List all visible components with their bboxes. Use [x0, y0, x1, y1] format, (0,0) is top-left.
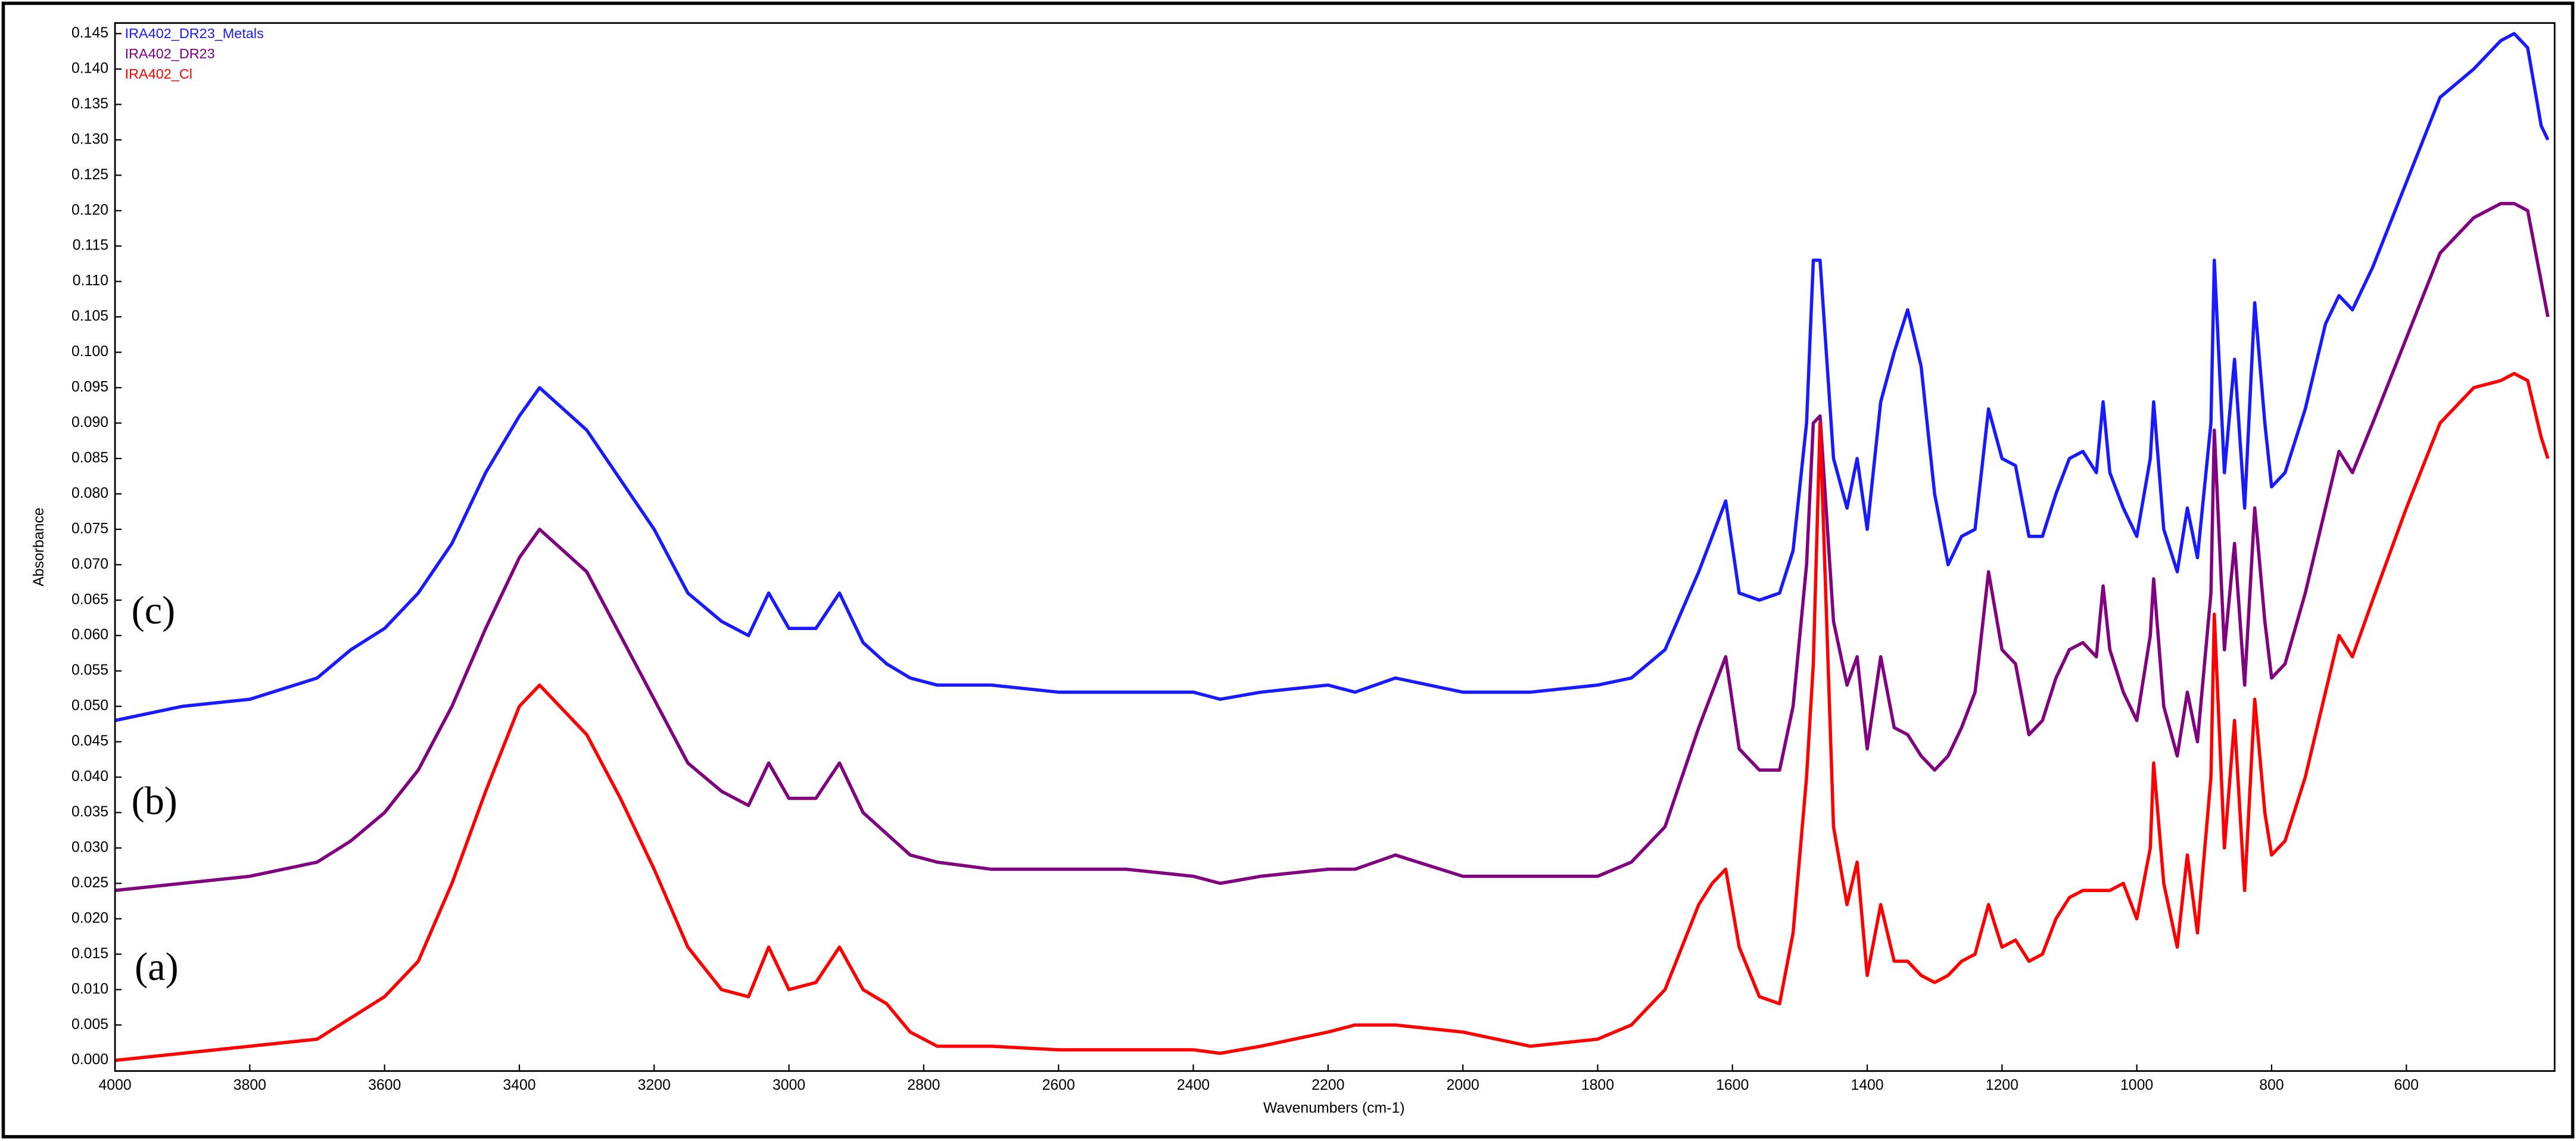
- y-tick-label: 0.130: [71, 131, 108, 147]
- x-tick-label: 600: [2394, 1077, 2419, 1093]
- annotation: (c): [132, 589, 175, 632]
- y-tick-label: 0.055: [71, 662, 108, 678]
- x-tick-label: 1000: [2120, 1077, 2153, 1093]
- plot-frame: [114, 22, 2556, 1072]
- annotation: (a): [135, 945, 178, 989]
- y-tick-label: 0.080: [71, 485, 108, 501]
- y-tick-label: 0.040: [71, 769, 108, 785]
- x-tick-label: 4000: [98, 1077, 131, 1093]
- x-tick-label: 2400: [1177, 1077, 1210, 1093]
- y-tick-label: 0.030: [71, 839, 108, 855]
- y-tick-label: 0.105: [71, 308, 108, 325]
- x-tick-label: 2000: [1446, 1077, 1479, 1093]
- y-tick-label: 0.075: [71, 520, 108, 537]
- y-tick-label: 0.025: [71, 875, 108, 891]
- x-tick-label: 3600: [368, 1077, 401, 1093]
- x-tick-label: 3000: [773, 1077, 805, 1093]
- x-tick-label: 2200: [1312, 1077, 1344, 1093]
- y-tick-label: 0.090: [71, 414, 108, 431]
- annotation: (b): [132, 780, 177, 823]
- x-tick-label: 2800: [907, 1077, 940, 1093]
- x-tick-label: 3400: [503, 1077, 535, 1093]
- y-axis-title: Absorbance: [31, 507, 47, 586]
- x-tick-label: 2600: [1042, 1077, 1075, 1093]
- y-tick-label: 0.125: [71, 167, 108, 183]
- x-tick-label: 1600: [1716, 1077, 1749, 1093]
- x-tick-label: 3200: [638, 1077, 671, 1093]
- y-tick-label: 0.045: [71, 733, 108, 749]
- grid-layer: [114, 33, 2407, 1071]
- y-tick-label: 0.095: [71, 379, 108, 395]
- y-tick-label: 0.135: [71, 96, 108, 112]
- y-tick-label: 0.005: [71, 1017, 108, 1033]
- y-tick-label: 0.060: [71, 627, 108, 643]
- legend-entry: IRA402_DR23: [125, 46, 215, 61]
- line-layer: [114, 32, 2550, 1062]
- y-tick-label: 0.015: [71, 946, 108, 962]
- x-tick-label: 800: [2259, 1077, 2284, 1093]
- y-tick-label: 0.070: [71, 556, 108, 572]
- spectrum-line: [114, 202, 2550, 893]
- y-tick-label: 0.000: [71, 1052, 108, 1068]
- x-axis-title: Wavenumbers (cm-1): [1263, 1100, 1405, 1116]
- y-tick-label: 0.035: [71, 804, 108, 820]
- x-tick-label: 1200: [1986, 1077, 2019, 1093]
- y-tick-label: 0.115: [73, 238, 108, 254]
- spectrum-line: [114, 32, 2550, 722]
- y-tick-label: 0.085: [71, 450, 108, 466]
- legend-entry: IRA402_Cl: [125, 66, 192, 82]
- y-tick-label: 0.065: [71, 591, 108, 607]
- y-tick-label: 0.145: [71, 25, 108, 41]
- spectrum-line: [114, 372, 2550, 1062]
- y-tick-label: 0.010: [71, 981, 108, 997]
- x-tick-label: 3800: [233, 1077, 266, 1093]
- x-tick-label: 1800: [1581, 1077, 1614, 1093]
- y-tick-label: 0.050: [71, 698, 108, 714]
- y-tick-label: 0.120: [71, 202, 108, 218]
- x-tick-label: 1400: [1851, 1077, 1883, 1093]
- legend-entry: IRA402_DR23_Metals: [125, 26, 264, 41]
- y-tick-label: 0.020: [71, 910, 108, 926]
- y-tick-label: 0.140: [71, 60, 108, 76]
- y-tick-label: 0.110: [73, 273, 108, 289]
- y-tick-label: 0.100: [71, 344, 108, 360]
